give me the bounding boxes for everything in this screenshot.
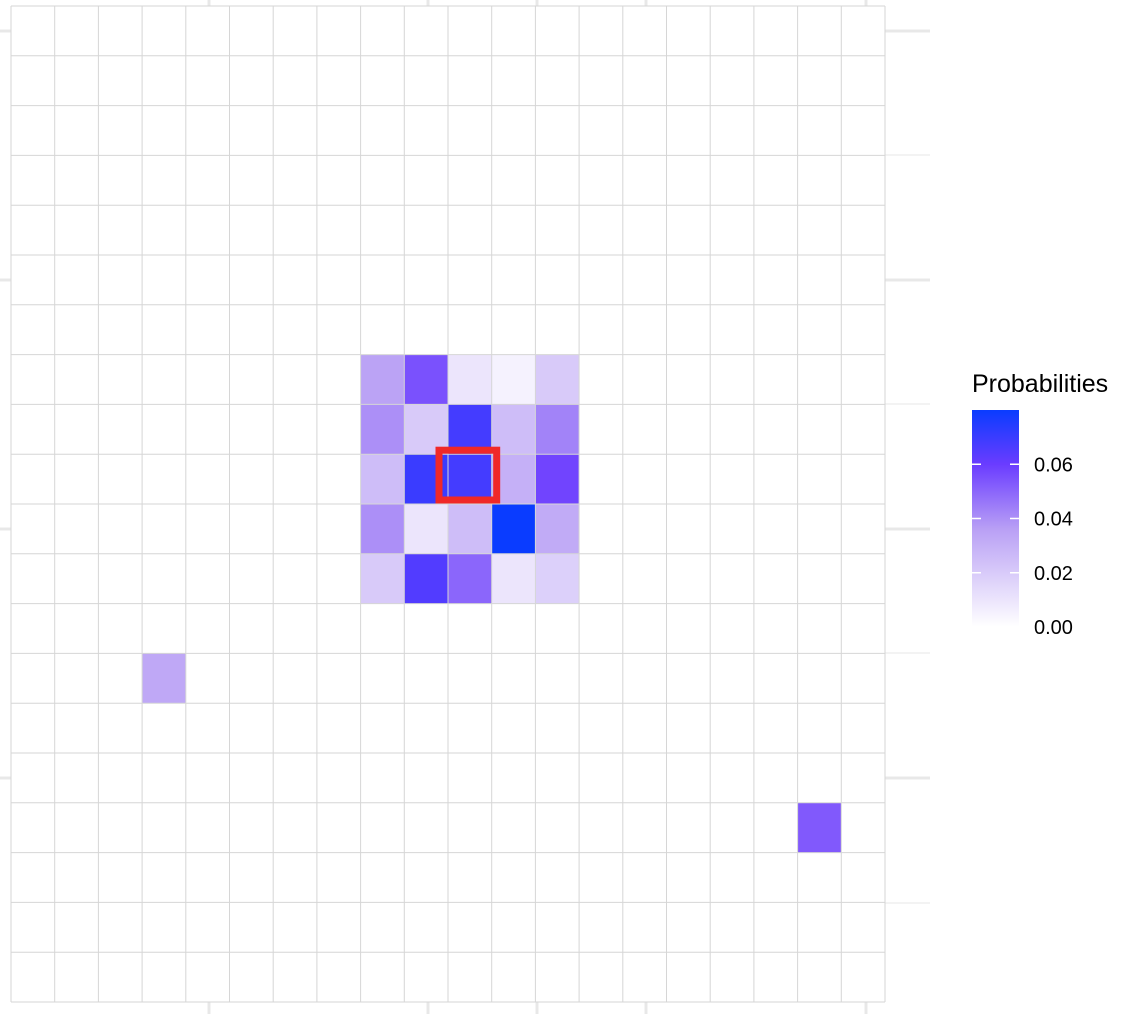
legend-tick-label: 0.02 — [1034, 563, 1073, 585]
legend-tick-label: 0.00 — [1034, 617, 1073, 639]
legend-tick-label: 0.04 — [1034, 509, 1073, 531]
heatmap-cell — [491, 404, 536, 455]
heatmap-cell — [491, 553, 536, 604]
heatmap-cell — [448, 504, 492, 554]
heatmap-cell — [535, 553, 580, 604]
heatmap-cell — [404, 553, 448, 604]
heatmap-cell — [448, 553, 492, 604]
heatmap-cell — [404, 354, 448, 405]
heatmap-cell — [448, 354, 492, 405]
heatmap-cell — [142, 653, 186, 704]
heatmap-cell — [535, 354, 580, 405]
heatmap-cell — [360, 354, 405, 405]
legend-ticks: 0.06 0.04 0.02 0.00 — [972, 454, 1073, 639]
heatmap-cell — [491, 504, 536, 554]
heatmap-cell — [797, 802, 842, 853]
highlight-box — [435, 446, 501, 504]
heatmap-cell — [535, 504, 580, 554]
heatmap-cell — [360, 504, 405, 554]
heatmap-cell — [535, 404, 580, 455]
heatmap-cell — [535, 454, 580, 504]
heatmap-cell — [448, 454, 492, 504]
axis-ticks — [0, 0, 930, 1014]
grid-lines — [10, 5, 886, 1003]
heatmap-cell — [360, 454, 405, 504]
heatmap-cell — [404, 504, 448, 554]
legend: Probabilities 0.06 0.04 0.02 0.00 — [972, 370, 1108, 639]
heatmap-cell — [448, 404, 492, 455]
legend-title: Probabilities — [972, 370, 1108, 398]
heatmap-cell — [404, 404, 448, 455]
highlight-rectangle — [435, 446, 501, 504]
legend-tick-label: 0.06 — [1034, 454, 1073, 476]
heatmap-cell — [360, 553, 405, 604]
heatmap-cell — [491, 354, 536, 405]
heatmap-cell — [360, 404, 405, 455]
